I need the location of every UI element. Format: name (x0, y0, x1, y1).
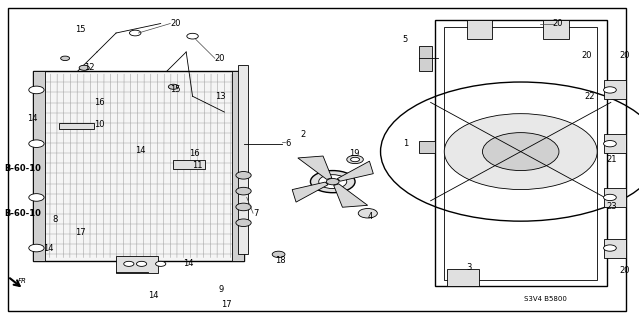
Circle shape (347, 155, 364, 164)
Text: 23: 23 (607, 203, 618, 211)
Text: 4: 4 (368, 212, 373, 221)
Circle shape (272, 251, 285, 257)
Text: 14: 14 (43, 243, 53, 253)
Text: 17: 17 (75, 228, 85, 237)
Text: 17: 17 (221, 300, 232, 309)
Circle shape (156, 261, 166, 266)
Text: 20: 20 (581, 51, 592, 60)
Text: 6: 6 (285, 139, 291, 148)
Circle shape (79, 65, 90, 70)
Text: 8: 8 (52, 215, 58, 224)
Text: 22: 22 (584, 92, 595, 101)
Text: 16: 16 (189, 149, 200, 158)
Circle shape (29, 140, 44, 147)
Circle shape (124, 261, 134, 266)
Circle shape (310, 171, 355, 193)
Bar (116, 256, 157, 273)
Bar (467, 20, 492, 39)
Text: 21: 21 (607, 155, 617, 164)
Circle shape (604, 245, 616, 251)
Polygon shape (337, 161, 373, 181)
Text: 20: 20 (620, 51, 630, 60)
Text: 20: 20 (620, 266, 630, 275)
Circle shape (604, 141, 616, 147)
Text: 3: 3 (467, 263, 472, 271)
Circle shape (236, 172, 251, 179)
Bar (604, 239, 626, 257)
Circle shape (319, 175, 347, 189)
Circle shape (326, 178, 339, 185)
Bar (604, 134, 626, 153)
Circle shape (29, 244, 44, 252)
Bar (232, 71, 244, 261)
Bar (444, 27, 597, 280)
Text: FR: FR (17, 278, 26, 284)
Circle shape (29, 194, 44, 201)
Bar (59, 122, 94, 130)
Circle shape (444, 114, 597, 189)
Bar (419, 46, 431, 71)
Text: 20: 20 (170, 19, 180, 28)
Circle shape (236, 203, 251, 211)
Text: 12: 12 (84, 63, 95, 72)
Bar (543, 20, 568, 39)
Polygon shape (333, 184, 367, 207)
Circle shape (358, 209, 378, 218)
Text: 15: 15 (170, 85, 180, 94)
Bar (447, 269, 479, 286)
Circle shape (129, 30, 141, 36)
Bar (419, 141, 435, 153)
Circle shape (136, 261, 147, 266)
Text: B-60-10: B-60-10 (4, 165, 42, 174)
Polygon shape (298, 156, 332, 179)
Text: 13: 13 (215, 92, 225, 101)
Bar (33, 71, 45, 261)
Text: 20: 20 (552, 19, 563, 28)
Bar (435, 20, 607, 286)
Text: 2: 2 (301, 130, 306, 139)
Text: 16: 16 (94, 98, 104, 107)
Circle shape (61, 56, 70, 61)
Circle shape (187, 33, 198, 39)
Text: 18: 18 (275, 256, 286, 265)
Text: 9: 9 (218, 285, 223, 294)
Text: 14: 14 (148, 291, 159, 300)
Circle shape (29, 86, 44, 94)
Text: 5: 5 (403, 35, 408, 44)
Text: 15: 15 (75, 25, 85, 34)
Text: 10: 10 (94, 120, 104, 129)
Circle shape (236, 187, 251, 195)
Text: 11: 11 (193, 161, 203, 170)
Text: B-60-10: B-60-10 (4, 209, 42, 218)
Text: 20: 20 (215, 54, 225, 63)
Bar (173, 160, 205, 169)
Text: 19: 19 (349, 149, 359, 158)
Bar (239, 65, 248, 254)
Text: 14: 14 (27, 114, 37, 123)
Text: 14: 14 (135, 145, 146, 154)
Text: 7: 7 (253, 209, 259, 218)
Bar (604, 188, 626, 207)
Circle shape (168, 84, 179, 89)
Text: 1: 1 (403, 139, 408, 148)
Bar (33, 71, 244, 261)
Circle shape (604, 87, 616, 93)
Circle shape (604, 194, 616, 201)
Text: 14: 14 (183, 259, 193, 268)
Circle shape (351, 157, 360, 162)
Circle shape (483, 133, 559, 171)
Polygon shape (292, 182, 328, 202)
Text: S3V4 B5800: S3V4 B5800 (524, 296, 567, 302)
Bar (604, 80, 626, 100)
Circle shape (236, 219, 251, 226)
